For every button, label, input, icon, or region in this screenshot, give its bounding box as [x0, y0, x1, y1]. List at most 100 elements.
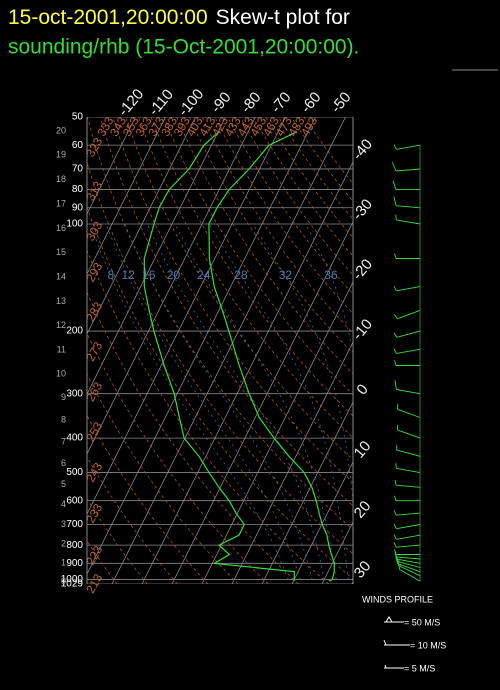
dry-adiabat [125, 117, 353, 461]
dry-adiabat [201, 117, 353, 334]
legend-barb-50 [384, 616, 404, 623]
title-time: 15-oct-2001,20:00:00 [8, 6, 208, 29]
isotherm-label: -90 [208, 89, 235, 117]
wind-barb [396, 424, 421, 439]
y-tick-label: 90 [72, 202, 84, 213]
wind-barb [394, 495, 420, 502]
height-tick-label: 5 [61, 479, 66, 489]
y-tick-label: 400 [66, 433, 83, 444]
wind-barb [396, 444, 421, 457]
moist-adiabat-label: 16 [142, 268, 156, 282]
moist-adiabat-label: 20 [167, 268, 181, 282]
wind-barb [391, 162, 421, 172]
y-tick-label: 1000 [61, 574, 84, 585]
height-tick-label: 3 [61, 519, 66, 529]
height-tick-label: 0 [61, 576, 66, 586]
dry-adiabat-label: 493 [298, 114, 320, 139]
moist-adiabat-label: 8 [107, 268, 114, 282]
dry-adiabat [99, 117, 353, 507]
dry-adiabat [112, 117, 353, 484]
y-tick-label: 700 [66, 519, 83, 530]
isotherm [87, 117, 226, 395]
wind-barb [392, 180, 420, 191]
moist-adiabat-label: 32 [279, 268, 293, 282]
dry-adiabat [239, 117, 353, 276]
y-tick-label: 100 [66, 219, 83, 230]
dry-adiabat [150, 117, 353, 417]
isotherm [111, 117, 346, 584]
moist-adiabat [89, 223, 289, 580]
y-tick-label: 1029 [61, 579, 84, 590]
wind-barb [395, 214, 421, 225]
wind-barb [397, 560, 421, 577]
moist-adiabat-label: 28 [234, 268, 248, 282]
height-tick-label: 10 [56, 369, 66, 379]
isotherm [291, 461, 353, 584]
wind-barb [393, 144, 421, 150]
dry-adiabat [87, 540, 118, 584]
height-tick-label: 19 [56, 150, 66, 160]
wind-barb [394, 551, 421, 560]
dry-adiabat [163, 117, 353, 396]
height-tick-label: 8 [61, 414, 66, 424]
height-tick-label: 11 [57, 345, 66, 355]
dry-adiabat [87, 291, 299, 584]
y-tick-label: 80 [72, 184, 84, 195]
y-tick-label: 200 [66, 326, 83, 337]
moist-adiabat-label: 24 [197, 268, 211, 282]
isotherm-label: 10 [351, 438, 375, 462]
wind-barb [393, 510, 421, 516]
dry-adiabat [87, 332, 269, 584]
isotherm-label: -50 [328, 89, 355, 117]
wind-barb [393, 196, 421, 209]
dry-adiabat [278, 117, 353, 220]
wind-barb [394, 253, 420, 259]
legend-barb-5 [384, 664, 404, 669]
moist-adiabat [147, 223, 325, 580]
legend-text: = 50 M/S [404, 617, 440, 627]
wind-barb [393, 348, 421, 354]
height-tick-label: 18 [56, 174, 66, 184]
profile-line [208, 131, 336, 582]
profile-line [143, 131, 295, 582]
legend-barb-10 [383, 639, 410, 646]
height-tick-label: 2 [61, 539, 66, 549]
height-tick-label: 13 [56, 296, 66, 306]
height-tick-label: 14 [56, 271, 66, 281]
dry-adiabat [87, 373, 239, 584]
legend-text: = 10 M/S [410, 640, 446, 650]
isotherm [351, 581, 353, 584]
chart-subtitle: sounding/rhb (15-Oct-2001,20:00:00). [8, 36, 359, 59]
moist-adiabat [209, 223, 349, 580]
legend-text: = 5 M/S [404, 663, 435, 673]
moist-adiabat [174, 223, 337, 580]
isotherm-label: 20 [351, 498, 375, 522]
title-text: Skew-t plot for [216, 6, 350, 29]
wind-barb [393, 534, 421, 540]
height-tick-label: 1 [61, 557, 66, 567]
wind-barb [393, 285, 421, 292]
y-tick-label: 900 [66, 558, 83, 569]
y-tick-label: 500 [66, 467, 83, 478]
isotherm [87, 117, 196, 335]
y-tick-label: 60 [72, 140, 84, 151]
wind-title: WINDS PROFILE [362, 594, 433, 604]
dry-adiabat [87, 117, 353, 531]
moist-adiabat [105, 223, 301, 580]
grid [87, 117, 353, 584]
wind-barb [396, 404, 421, 418]
y-tick-label: 600 [66, 495, 83, 506]
wind-barb [393, 523, 421, 530]
wind-barb [394, 549, 420, 555]
labels: 5060708090100200300400500600700800900100… [56, 86, 376, 596]
height-tick-label: 15 [56, 247, 66, 257]
height-tick-label: 6 [61, 458, 66, 468]
isotherm-label: 30 [351, 558, 375, 582]
dry-adiabat [188, 117, 353, 354]
wind-barb [394, 380, 421, 395]
isotherm [87, 117, 256, 455]
height-tick-label: 16 [56, 223, 66, 233]
dry-adiabat [252, 117, 353, 257]
height-tick-label: 9 [61, 392, 66, 402]
